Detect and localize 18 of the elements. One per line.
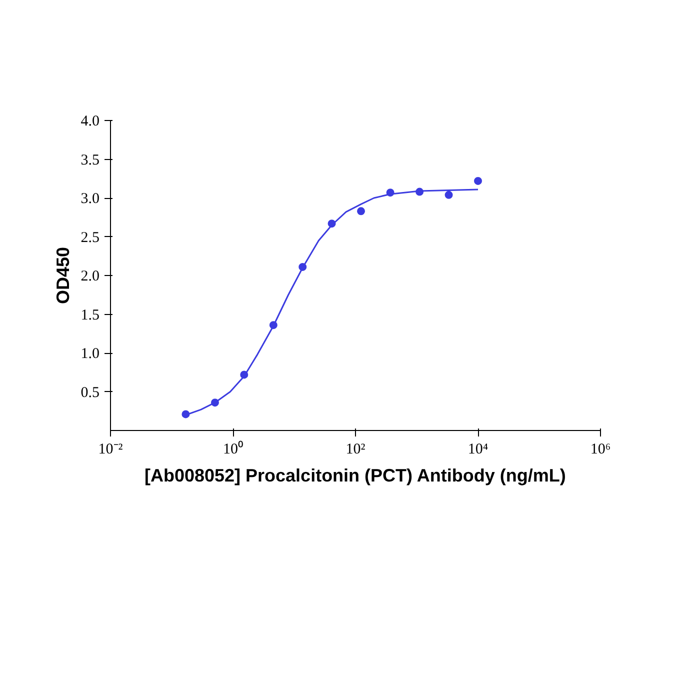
x-tick-label: 10² — [346, 442, 366, 458]
x-tick-label: 10⁰ — [223, 440, 243, 458]
x-tick-label: 10⁻² — [98, 442, 124, 458]
x-axis-title: [Ab008052] Procalcitonin (PCT) Antibody (ng/mL) — [144, 466, 566, 486]
y-tick-label: 2.0 — [80, 268, 100, 284]
y-axis-title: OD450 — [52, 246, 73, 304]
y-tick-label: 3.0 — [80, 191, 100, 207]
y-tick-label: 2.5 — [80, 230, 100, 246]
x-tick-label: 10⁴ — [468, 442, 488, 458]
y-tick-label: 1.0 — [80, 346, 100, 362]
y-tick-label: 4.0 — [80, 114, 100, 130]
y-tick-label: 0.5 — [80, 384, 100, 401]
x-tick-label: 10⁶ — [590, 442, 611, 458]
y-tick-label: 1.5 — [80, 307, 100, 324]
point — [444, 190, 453, 199]
point — [474, 176, 482, 185]
point — [357, 207, 366, 216]
y-tick-label: 3.5 — [80, 152, 100, 168]
